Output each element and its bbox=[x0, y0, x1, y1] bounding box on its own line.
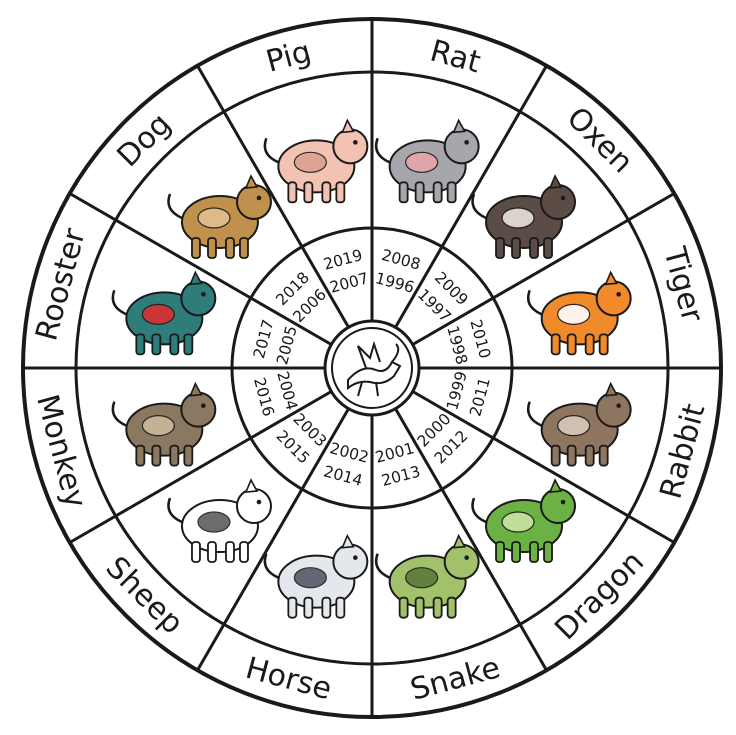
year-label: 2001 bbox=[373, 439, 416, 467]
ring-circles bbox=[21, 17, 723, 719]
year-ring bbox=[230, 226, 514, 510]
year-label: 2011 bbox=[466, 376, 494, 419]
animal-illustrations bbox=[111, 118, 632, 619]
year-label: 1996 bbox=[373, 269, 416, 297]
segment-divider bbox=[69, 192, 333, 346]
year-label: 1998 bbox=[443, 324, 471, 367]
segment-divider bbox=[394, 65, 548, 329]
dragon-icon bbox=[347, 340, 402, 397]
sheep-icon bbox=[167, 478, 272, 563]
snake-icon bbox=[374, 533, 480, 619]
horse-icon bbox=[263, 533, 369, 619]
segment-divider bbox=[411, 390, 675, 544]
animal-name-rooster: Rooster bbox=[29, 224, 93, 344]
animal-name-monkey: Monkey bbox=[29, 391, 93, 512]
year-label: 2016 bbox=[250, 376, 278, 419]
year-label: 2005 bbox=[273, 324, 301, 367]
segment-dividers bbox=[23, 19, 721, 717]
year-label: 2008 bbox=[380, 246, 423, 274]
rabbit-icon bbox=[526, 381, 632, 467]
year-label: 2014 bbox=[322, 462, 365, 490]
inner-ring bbox=[323, 319, 421, 417]
animal-name-sheep: Sheep bbox=[99, 550, 190, 641]
segment-divider bbox=[411, 192, 675, 346]
center-medallion bbox=[331, 327, 413, 409]
segment-divider bbox=[394, 407, 548, 671]
animal-name-rabbit: Rabbit bbox=[654, 400, 713, 503]
outer-ring bbox=[21, 17, 723, 719]
segment-divider bbox=[196, 407, 350, 671]
name-ring bbox=[74, 70, 670, 666]
oxen-icon bbox=[471, 174, 577, 259]
animal-name-pig: Pig bbox=[262, 34, 314, 79]
year-label: 2002 bbox=[328, 439, 371, 467]
animal-name-rat: Rat bbox=[426, 34, 484, 81]
segment-divider bbox=[69, 390, 333, 544]
pig-icon bbox=[263, 118, 369, 204]
year-label: 2017 bbox=[250, 318, 278, 361]
animal-name-oxen: Oxen bbox=[560, 100, 640, 180]
rooster-icon bbox=[111, 270, 217, 356]
segment-divider bbox=[196, 65, 350, 329]
year-label: 2010 bbox=[466, 318, 494, 361]
year-label: 2004 bbox=[273, 369, 301, 412]
monkey-icon bbox=[111, 381, 217, 467]
tiger-icon bbox=[526, 270, 632, 356]
animal-name-dog: Dog bbox=[111, 107, 179, 175]
year-label: 1999 bbox=[443, 369, 471, 412]
year-label: 2019 bbox=[322, 246, 365, 274]
year-label: 2007 bbox=[328, 269, 371, 297]
year-label: 2013 bbox=[380, 462, 423, 490]
dog-icon bbox=[167, 174, 272, 259]
dragon-icon bbox=[471, 478, 577, 563]
rat-icon bbox=[374, 118, 480, 204]
